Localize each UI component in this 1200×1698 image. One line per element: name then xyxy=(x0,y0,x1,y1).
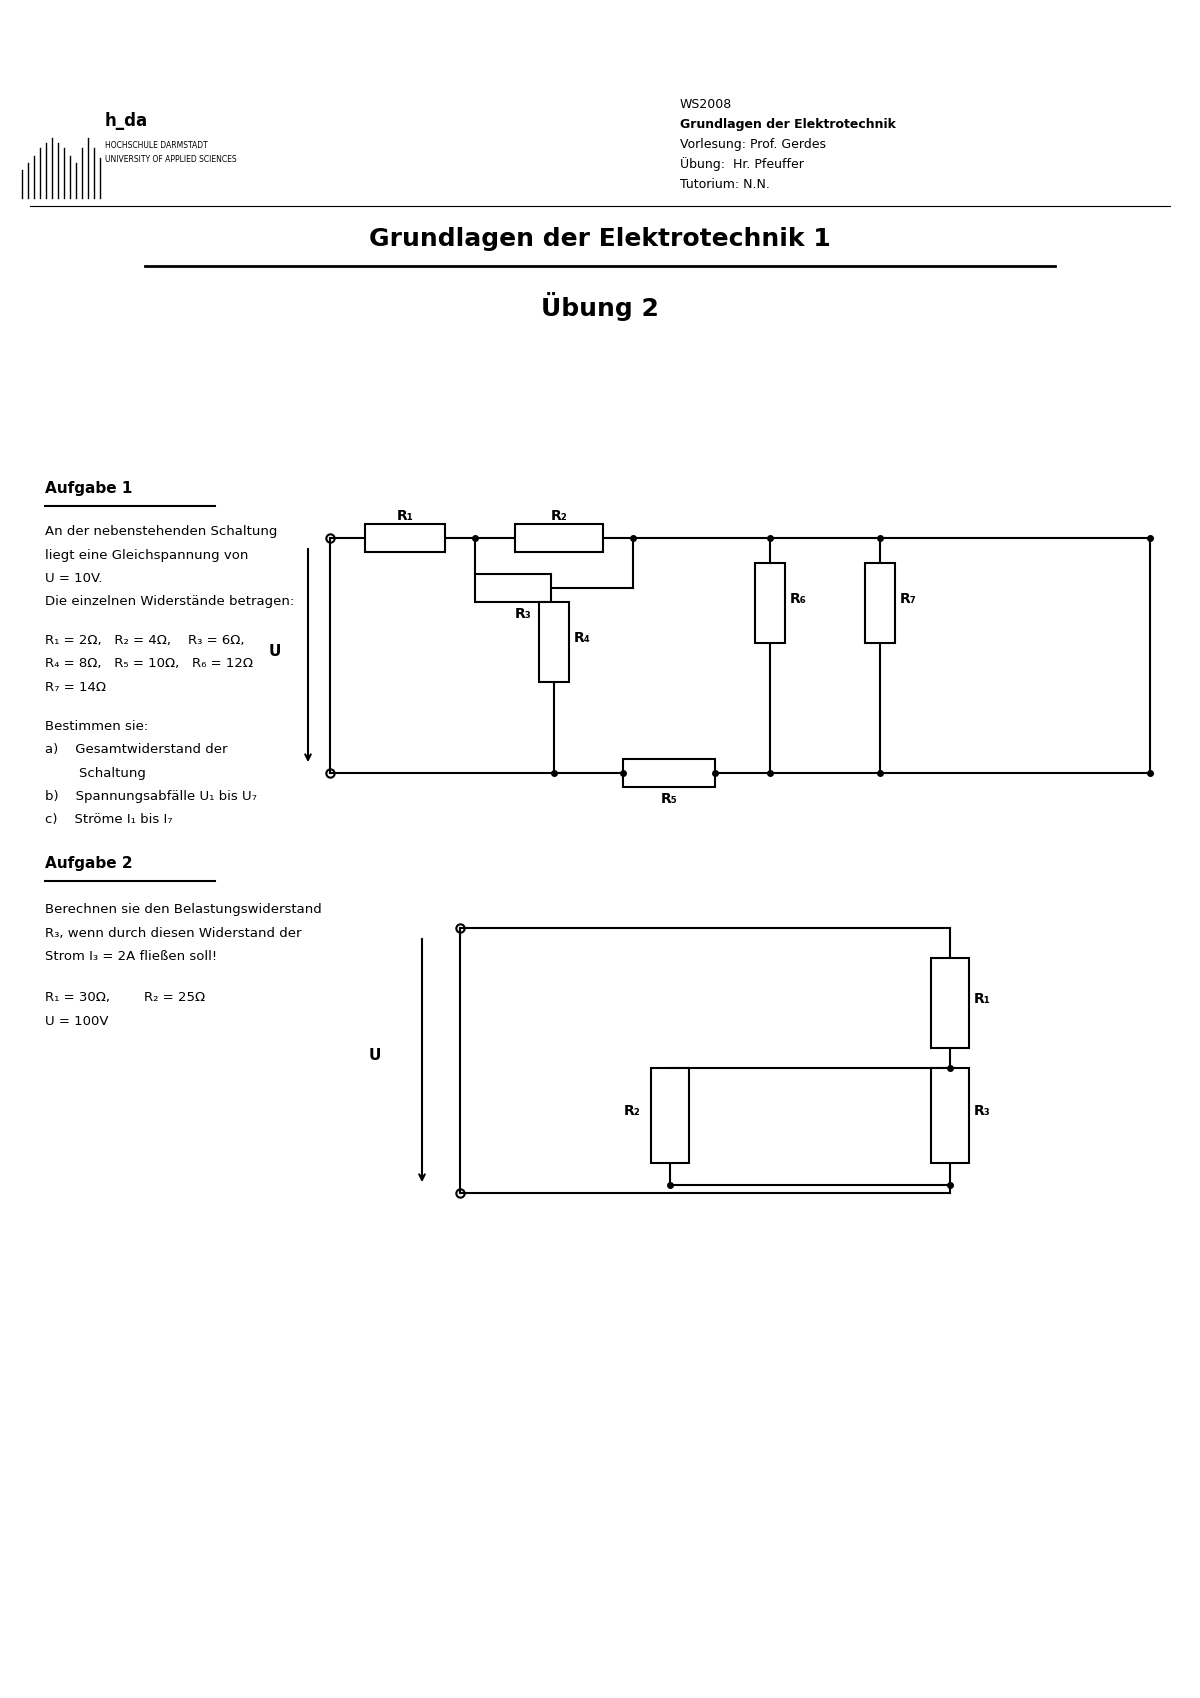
Text: Berechnen sie den Belastungswiderstand: Berechnen sie den Belastungswiderstand xyxy=(46,903,322,915)
Text: Schaltung: Schaltung xyxy=(46,766,146,779)
Text: c)    Ströme I₁ bis I₇: c) Ströme I₁ bis I₇ xyxy=(46,813,173,827)
Text: HOCHSCHULE DARMSTADT: HOCHSCHULE DARMSTADT xyxy=(106,141,208,149)
Text: Bestimmen sie:: Bestimmen sie: xyxy=(46,720,149,732)
Text: b)    Spannungsabfälle U₁ bis U₇: b) Spannungsabfälle U₁ bis U₇ xyxy=(46,790,257,803)
Text: R₂: R₂ xyxy=(551,509,568,523)
Bar xyxy=(865,564,895,644)
Text: R₁: R₁ xyxy=(396,509,414,523)
Text: WS2008: WS2008 xyxy=(680,98,732,110)
Text: Strom I₃ = 2A fließen soll!: Strom I₃ = 2A fließen soll! xyxy=(46,949,217,963)
Text: R₄ = 8Ω,   R₅ = 10Ω,   R₆ = 12Ω: R₄ = 8Ω, R₅ = 10Ω, R₆ = 12Ω xyxy=(46,657,253,671)
Bar xyxy=(623,759,715,786)
Bar xyxy=(650,1068,689,1163)
Text: Übung:  Hr. Pfeuffer: Übung: Hr. Pfeuffer xyxy=(680,156,804,171)
Text: R₄: R₄ xyxy=(574,632,590,645)
Text: U = 100V: U = 100V xyxy=(46,1015,108,1027)
Text: R₃: R₃ xyxy=(973,1104,990,1119)
Text: UNIVERSITY OF APPLIED SCIENCES: UNIVERSITY OF APPLIED SCIENCES xyxy=(106,155,236,165)
Text: R₂: R₂ xyxy=(624,1104,641,1119)
Text: Vorlesung: Prof. Gerdes: Vorlesung: Prof. Gerdes xyxy=(680,138,826,151)
Bar xyxy=(539,603,569,683)
Text: R₁ = 30Ω,        R₂ = 25Ω: R₁ = 30Ω, R₂ = 25Ω xyxy=(46,992,205,1005)
Text: R₃, wenn durch diesen Widerstand der: R₃, wenn durch diesen Widerstand der xyxy=(46,927,301,939)
Text: R₅: R₅ xyxy=(660,791,678,807)
Bar xyxy=(515,525,604,552)
Text: Übung 2: Übung 2 xyxy=(541,292,659,321)
Bar xyxy=(365,525,445,552)
Bar xyxy=(931,958,970,1048)
Text: U = 10V.: U = 10V. xyxy=(46,572,102,586)
Text: Aufgabe 2: Aufgabe 2 xyxy=(46,856,133,871)
Text: Grundlagen der Elektrotechnik 1: Grundlagen der Elektrotechnik 1 xyxy=(370,228,830,251)
Text: R₁: R₁ xyxy=(973,992,990,1005)
Text: liegt eine Gleichspannung von: liegt eine Gleichspannung von xyxy=(46,548,248,562)
Text: R₇: R₇ xyxy=(900,593,917,606)
Text: a)    Gesamtwiderstand der: a) Gesamtwiderstand der xyxy=(46,744,228,756)
Bar xyxy=(475,574,551,603)
Text: U: U xyxy=(269,644,281,659)
Text: Aufgabe 1: Aufgabe 1 xyxy=(46,481,132,496)
Bar xyxy=(755,564,785,644)
Text: R₇ = 14Ω: R₇ = 14Ω xyxy=(46,681,106,694)
Text: Die einzelnen Widerstände betragen:: Die einzelnen Widerstände betragen: xyxy=(46,596,294,608)
Text: R₁ = 2Ω,   R₂ = 4Ω,    R₃ = 6Ω,: R₁ = 2Ω, R₂ = 4Ω, R₃ = 6Ω, xyxy=(46,633,245,647)
Text: h_da: h_da xyxy=(106,112,148,131)
Text: R₆: R₆ xyxy=(790,593,806,606)
Text: R₃: R₃ xyxy=(515,606,532,621)
Bar xyxy=(931,1068,970,1163)
Text: Tutorium: N.N.: Tutorium: N.N. xyxy=(680,178,770,190)
Text: An der nebenstehenden Schaltung: An der nebenstehenden Schaltung xyxy=(46,525,277,538)
Text: U: U xyxy=(368,1048,382,1063)
Text: Grundlagen der Elektrotechnik: Grundlagen der Elektrotechnik xyxy=(680,117,896,131)
